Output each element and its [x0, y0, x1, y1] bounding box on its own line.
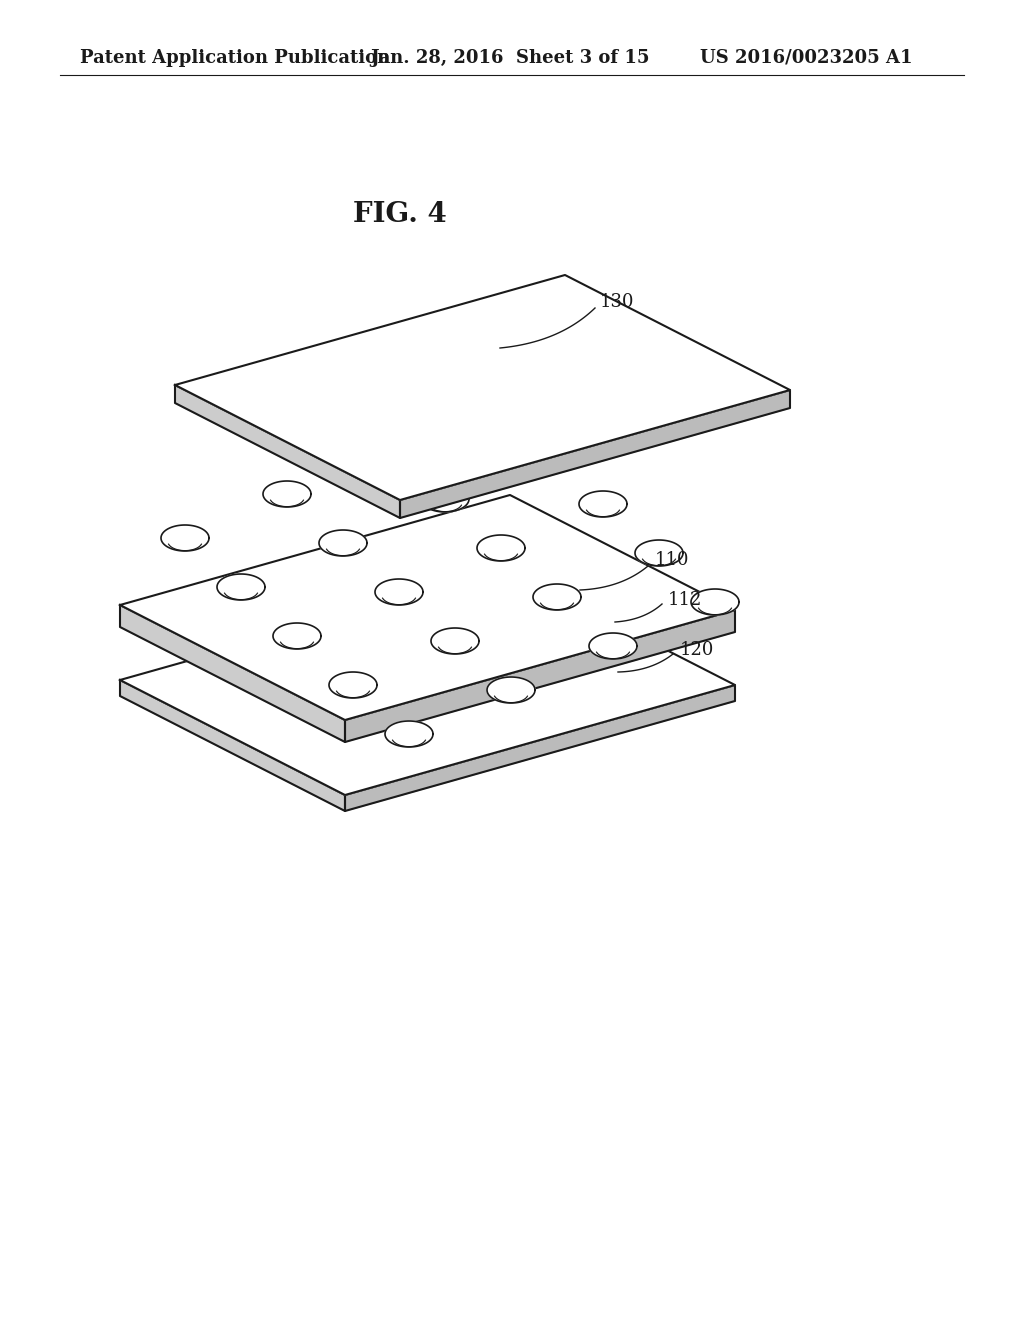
Text: US 2016/0023205 A1: US 2016/0023205 A1	[700, 49, 912, 67]
Polygon shape	[691, 589, 739, 615]
Text: Jan. 28, 2016  Sheet 3 of 15: Jan. 28, 2016 Sheet 3 of 15	[370, 49, 649, 67]
Polygon shape	[523, 442, 571, 469]
Polygon shape	[175, 385, 400, 517]
Polygon shape	[579, 491, 627, 517]
Polygon shape	[329, 672, 377, 698]
Text: 130: 130	[600, 293, 635, 312]
Text: 112: 112	[668, 591, 702, 609]
Polygon shape	[273, 623, 321, 649]
Polygon shape	[431, 628, 479, 653]
Polygon shape	[487, 677, 535, 704]
Polygon shape	[534, 583, 581, 610]
Polygon shape	[421, 486, 469, 512]
Polygon shape	[477, 535, 525, 561]
Polygon shape	[375, 579, 423, 605]
Polygon shape	[589, 634, 637, 659]
Polygon shape	[319, 531, 367, 556]
Polygon shape	[400, 389, 790, 517]
Polygon shape	[385, 721, 433, 747]
Polygon shape	[120, 680, 345, 810]
Polygon shape	[175, 275, 790, 500]
Polygon shape	[120, 605, 345, 742]
Polygon shape	[263, 480, 311, 507]
Polygon shape	[120, 495, 735, 719]
Polygon shape	[345, 685, 735, 810]
Text: 110: 110	[655, 550, 689, 569]
Polygon shape	[217, 574, 265, 601]
Polygon shape	[467, 393, 515, 418]
Text: Patent Application Publication: Patent Application Publication	[80, 49, 390, 67]
Polygon shape	[345, 610, 735, 742]
Text: FIG. 4: FIG. 4	[353, 202, 446, 228]
Polygon shape	[161, 525, 209, 550]
Polygon shape	[120, 570, 735, 795]
Polygon shape	[635, 540, 683, 566]
Text: 120: 120	[680, 642, 715, 659]
Polygon shape	[365, 437, 413, 463]
